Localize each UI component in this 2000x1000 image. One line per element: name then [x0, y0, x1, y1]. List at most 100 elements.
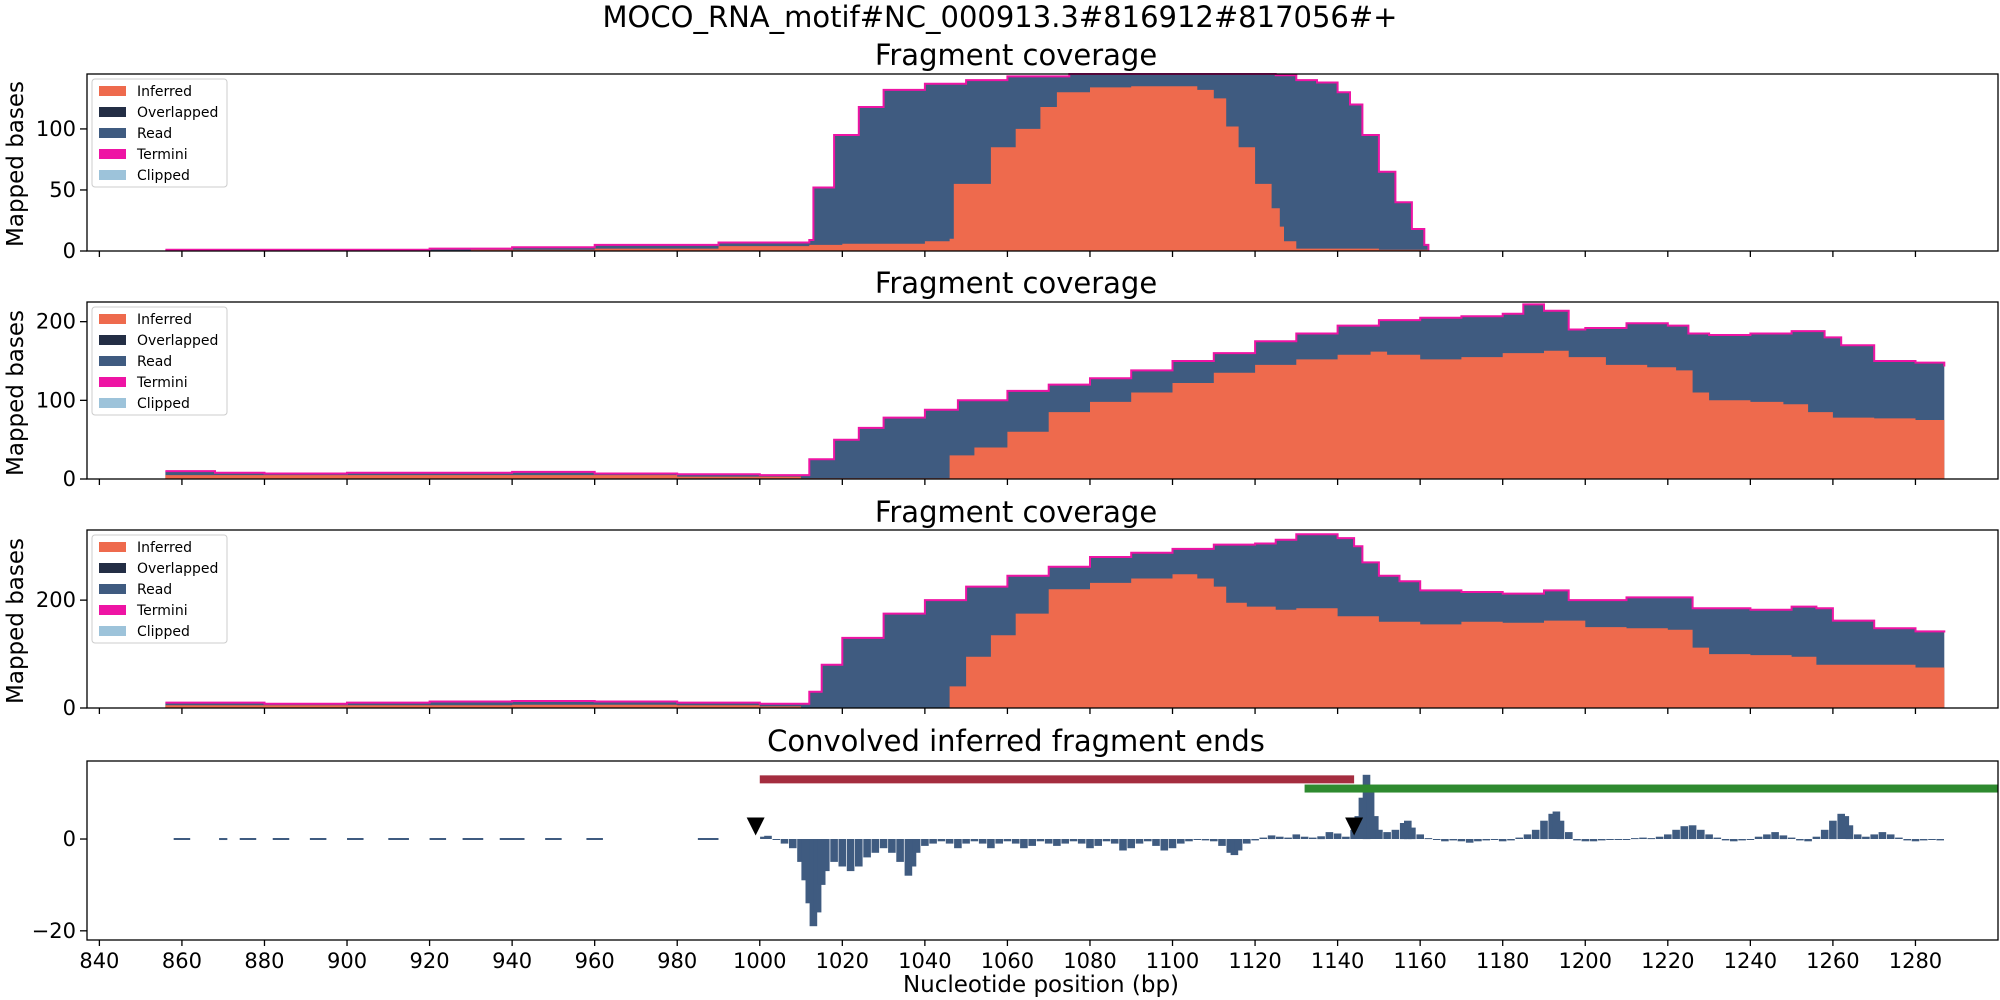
y-tick-label: 0 [63, 827, 76, 851]
bar [1218, 839, 1226, 846]
bar [1309, 837, 1317, 839]
bar [1020, 839, 1028, 849]
x-tick-label: 1280 [1889, 949, 1942, 973]
panel-3-ylabel: Mapped bases [3, 538, 29, 704]
x-tick-label: 1260 [1806, 949, 1859, 973]
x-tick-label: 860 [162, 949, 202, 973]
legend: Inferred Overlapped Read Termini Clipped [91, 534, 228, 644]
bar [863, 839, 871, 858]
bar [921, 839, 929, 846]
bar [1110, 839, 1119, 844]
bar [797, 839, 805, 862]
x-axis-label: Nucleotide position (bp) [903, 972, 1179, 998]
bar [1226, 839, 1235, 853]
bar [879, 839, 888, 849]
bar [1210, 839, 1218, 842]
bar [1325, 832, 1334, 839]
bar [978, 839, 987, 844]
bar [1465, 839, 1474, 843]
legend-label-inferred: Inferred [137, 540, 192, 556]
red-bar [759, 775, 1355, 784]
bar [1251, 839, 1259, 841]
bar [1721, 839, 1730, 841]
bar [1276, 836, 1284, 839]
bar [1077, 839, 1086, 844]
x-tick-label: 1100 [1146, 949, 1199, 973]
legend-swatch-inferred [99, 86, 126, 96]
y-tick-label: 0 [63, 696, 76, 720]
y-tick-label: 50 [49, 178, 76, 202]
panel-4-plot: −20 0 840 860 880 900 920 940 960 980 1000 1020 1040… [32, 760, 1999, 973]
axes-frame [86, 301, 1999, 480]
legend-frame [91, 534, 228, 644]
legend-frame [91, 306, 228, 416]
bar [1862, 836, 1870, 839]
legend-label-overlapped: Overlapped [137, 333, 218, 349]
bar [1333, 833, 1342, 839]
legend-label-overlapped: Overlapped [137, 561, 218, 577]
series-termini-edge [165, 533, 1946, 705]
panel-4-title: Convolved inferred fragment ends [767, 724, 1265, 758]
bar [1796, 839, 1804, 841]
y-tick-label: 0 [63, 239, 76, 263]
bar [801, 839, 809, 881]
bar [1094, 839, 1102, 846]
bar [789, 839, 797, 849]
panel-2-title: Fragment coverage [875, 266, 1157, 300]
bar [1763, 834, 1771, 839]
legend: Inferred Overlapped Read Termini Clipped [91, 78, 228, 188]
bar [1135, 839, 1144, 844]
bar [1878, 832, 1887, 839]
bar [1565, 832, 1573, 839]
bar [1342, 836, 1350, 839]
bar [1556, 820, 1565, 840]
bar [908, 839, 917, 867]
series-termini-edge [165, 73, 1430, 251]
legend-label-read: Read [137, 582, 172, 598]
bar [1895, 837, 1903, 839]
bar [1144, 839, 1152, 842]
bar [1069, 839, 1078, 842]
bar [809, 839, 818, 927]
bar [1362, 774, 1371, 840]
legend-frame [91, 78, 228, 188]
legend-swatch-termini [99, 149, 126, 159]
legend-label-clipped: Clipped [137, 168, 190, 184]
bar [1457, 839, 1466, 842]
panel-2-plot: 0 100 200 Inferred Overlapped Read Termini Clip… [36, 301, 1999, 491]
series-termini-edge [165, 303, 1946, 477]
bar [1011, 839, 1020, 844]
bar [962, 839, 970, 844]
bar [888, 839, 896, 853]
x-tick-label: 900 [327, 949, 367, 973]
bar [1061, 839, 1069, 844]
bar [822, 839, 830, 872]
bar [1853, 834, 1862, 839]
bar [1152, 839, 1160, 846]
bar [1713, 837, 1722, 839]
bar [1366, 788, 1375, 839]
bar [1490, 839, 1499, 840]
bar [1771, 832, 1779, 839]
legend-label-termini: Termini [136, 147, 188, 163]
legend-swatch-read [99, 584, 126, 594]
bar [1044, 839, 1053, 844]
bar [764, 835, 772, 839]
axes-frame [86, 529, 1999, 709]
legend-swatch-read [99, 356, 126, 366]
x-tick-label: 1140 [1311, 949, 1364, 973]
bar [1267, 835, 1276, 840]
x-tick-label: 1080 [1063, 949, 1116, 973]
series-inferred-area [165, 574, 1945, 708]
legend-label-clipped: Clipped [137, 396, 190, 412]
bar [760, 836, 768, 839]
bar [945, 839, 954, 844]
bar [1928, 839, 1936, 840]
legend-swatch-termini [99, 377, 126, 387]
y-tick-label: 200 [36, 310, 76, 334]
bar [1523, 834, 1532, 839]
legend-swatch-termini [99, 605, 126, 615]
bar [838, 839, 847, 867]
bar [1160, 839, 1169, 851]
